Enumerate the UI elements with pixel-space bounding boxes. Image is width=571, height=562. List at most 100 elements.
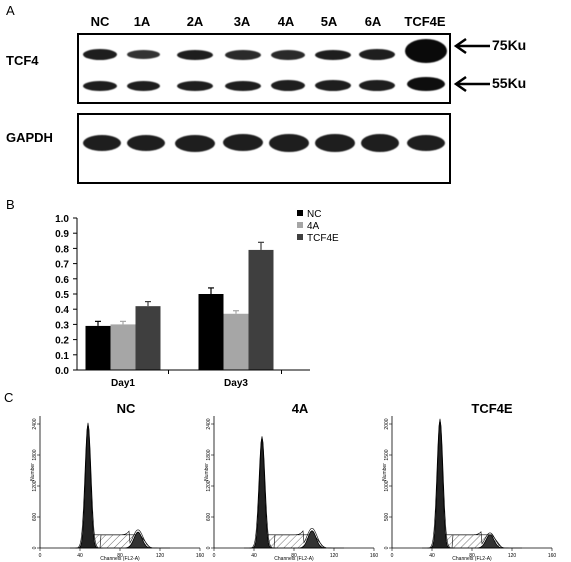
histogram-g2-peak xyxy=(299,530,327,549)
histogram-x-tick-label: 160 xyxy=(548,553,557,559)
lane-label-4a: 4A xyxy=(277,14,295,29)
y-tick-label: 0.6 xyxy=(55,275,69,286)
arrow-75-head xyxy=(453,37,467,55)
histogram-x-tick-label: 80 xyxy=(291,553,297,559)
blot-band xyxy=(405,39,447,63)
y-tick-label: 0.1 xyxy=(55,351,69,362)
gapdh-blot-image xyxy=(77,113,451,184)
panel-letter-c: C xyxy=(4,390,14,405)
histogram-y-label: Number xyxy=(382,463,388,481)
histogram-title-4a: 4A xyxy=(291,401,309,416)
lane-label-1a: 1A xyxy=(133,14,151,29)
histogram-x-label: Channels (FL2-A) xyxy=(274,556,314,562)
size-marker-75ku: 75Ku xyxy=(492,37,527,53)
x-tick-label: Day1 xyxy=(111,378,135,389)
blot-band xyxy=(83,49,117,60)
blot-band xyxy=(269,134,309,152)
histogram-x-tick-label: 120 xyxy=(508,553,517,559)
lane-label-2a: 2A xyxy=(186,14,204,29)
blot-band xyxy=(83,81,117,91)
histogram-g1-peak xyxy=(427,421,454,549)
x-axis: Day1 Day3 xyxy=(77,369,310,389)
bar-chart: 0.00.10.20.30.40.50.60.70.80.91.0 Day1 Da… xyxy=(55,209,339,389)
lane-label-nc: NC xyxy=(90,14,110,29)
legend-label: TCF4E xyxy=(307,233,339,244)
histogram-y-tick-label: 500 xyxy=(384,513,390,522)
histogram-x-tick-label: 160 xyxy=(370,553,379,559)
legend-label: 4A xyxy=(307,221,320,232)
histogram-y-label: Number xyxy=(204,463,210,481)
blot-band xyxy=(359,49,395,60)
y-tick-label: 0.3 xyxy=(55,320,69,331)
histogram-plot: 0 40 80 120 160 0 600 1200 1800 2400 Channels (FL2… xyxy=(204,416,378,562)
blot-band xyxy=(127,50,160,59)
tcf4-blot-image xyxy=(77,33,451,104)
histogram-x-tick-label: 80 xyxy=(469,553,475,559)
bar xyxy=(198,294,224,370)
size-marker-arrows xyxy=(453,37,490,93)
histogram-x-label: Channels (FL2-A) xyxy=(100,556,140,562)
histogram-x-tick-label: 0 xyxy=(213,553,216,559)
y-tick-label: 0.2 xyxy=(55,336,69,347)
histogram-y-tick-label: 600 xyxy=(32,513,38,522)
bar-series xyxy=(85,241,274,370)
bar xyxy=(85,325,111,370)
histogram-x-tick-label: 0 xyxy=(39,553,42,559)
histogram-g1-peak xyxy=(75,425,102,549)
histogram-x-label: Channels (FL2-A) xyxy=(452,556,492,562)
histogram-plot: 0 40 80 120 160 0 600 1200 1800 2400 Channels (FL2… xyxy=(30,416,204,562)
blot-band xyxy=(271,80,305,91)
legend-swatch xyxy=(297,210,303,216)
y-tick-label: 0.4 xyxy=(55,305,69,316)
lane-label-tcf4e: TCF4E xyxy=(404,14,446,29)
y-tick-label: 0.9 xyxy=(55,229,69,240)
histogram-y-tick-label: 0 xyxy=(384,546,390,549)
size-marker-55ku: 55Ku xyxy=(492,75,527,91)
y-tick-label: 0.7 xyxy=(55,260,69,271)
histogram-x-tick-label: 120 xyxy=(330,553,339,559)
histogram-plot: 0 40 80 120 160 0 500 1000 1500 2000 Channels (FL2… xyxy=(382,416,556,562)
bar xyxy=(110,324,136,370)
blot-band xyxy=(177,50,213,60)
blot-band xyxy=(177,81,213,91)
western-blot-panel: NC 1A 2A 3A 4A 5A 6A TCF4E TCF4 GAPDH xyxy=(0,0,571,190)
blot-band xyxy=(225,81,261,91)
row-label-gapdh: GAPDH xyxy=(6,130,53,145)
lane-label-6a: 6A xyxy=(364,14,382,29)
y-axis: 0.0 0.1 0.2 0.3 0.4 0.5 0.6 0.7 0.8 0.9 1.0 xyxy=(55,214,78,377)
row-label-tcf4: TCF4 xyxy=(6,53,39,68)
histogram-y-tick-label: 2000 xyxy=(384,418,390,429)
histogram-y-tick-label: 0 xyxy=(206,546,212,549)
histogram-y-tick-label: 1500 xyxy=(384,449,390,460)
y-tick-label: 0.0 xyxy=(55,366,69,377)
blot-band xyxy=(359,80,395,91)
y-tick-label: 0.8 xyxy=(55,244,69,255)
arrow-55-head xyxy=(453,75,467,93)
histogram-y-tick-label: 1200 xyxy=(206,480,212,491)
bar xyxy=(135,306,161,370)
panel-letter-a: A xyxy=(6,3,15,18)
histogram-x-tick-label: 40 xyxy=(77,553,83,559)
blot-band xyxy=(271,50,305,60)
blot-band xyxy=(223,134,263,151)
histogram-x-tick-label: 80 xyxy=(117,553,123,559)
blot-band xyxy=(127,81,160,91)
histogram-y-tick-label: 600 xyxy=(206,513,212,522)
histogram-x-tick-label: 120 xyxy=(156,553,165,559)
histogram-title-tcf4e: TCF4E xyxy=(471,401,513,416)
x-tick-label: Day3 xyxy=(224,378,248,389)
y-tick-label: 0.5 xyxy=(55,290,69,301)
legend-swatch xyxy=(297,234,303,240)
lane-label-3a: 3A xyxy=(233,14,251,29)
blot-band xyxy=(127,135,165,151)
blot-band xyxy=(315,80,351,91)
legend-label: NC xyxy=(307,209,321,220)
panel-letter-b: B xyxy=(6,197,15,212)
histogram-y-tick-label: 1200 xyxy=(32,480,38,491)
blot-band xyxy=(407,135,445,151)
bar xyxy=(248,249,274,370)
lane-label-5a: 5A xyxy=(320,14,338,29)
histogram-title-nc: NC xyxy=(116,401,136,416)
